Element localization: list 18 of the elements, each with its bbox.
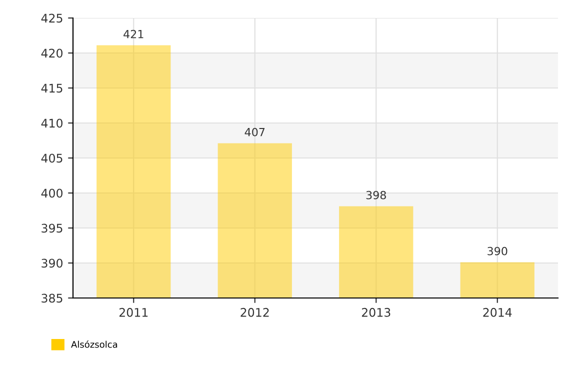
x-tick-label: 2011 xyxy=(119,308,148,317)
y-tick-label: 390 xyxy=(42,258,62,268)
y-tick-label: 405 xyxy=(41,154,62,163)
y-tick-label: 415 xyxy=(41,84,62,93)
data-label: 407 xyxy=(244,128,265,136)
x-tick-label: 2012 xyxy=(240,308,269,317)
data-label: 398 xyxy=(366,190,386,200)
y-tick-label: 420 xyxy=(41,48,62,58)
data-label: 421 xyxy=(124,30,144,38)
y-tick-label: 410 xyxy=(41,118,62,128)
x-tick-label: 2013 xyxy=(362,308,390,317)
y-tick-label: 385 xyxy=(42,294,62,303)
x-tick-label: 2014 xyxy=(483,308,512,317)
y-tick-label: 400 xyxy=(41,188,62,198)
data-label: 390 xyxy=(488,246,508,256)
legend-label: Alsózsolca xyxy=(71,340,118,348)
y-tick-label: 395 xyxy=(42,224,62,233)
y-tick-label: 425 xyxy=(41,14,62,23)
